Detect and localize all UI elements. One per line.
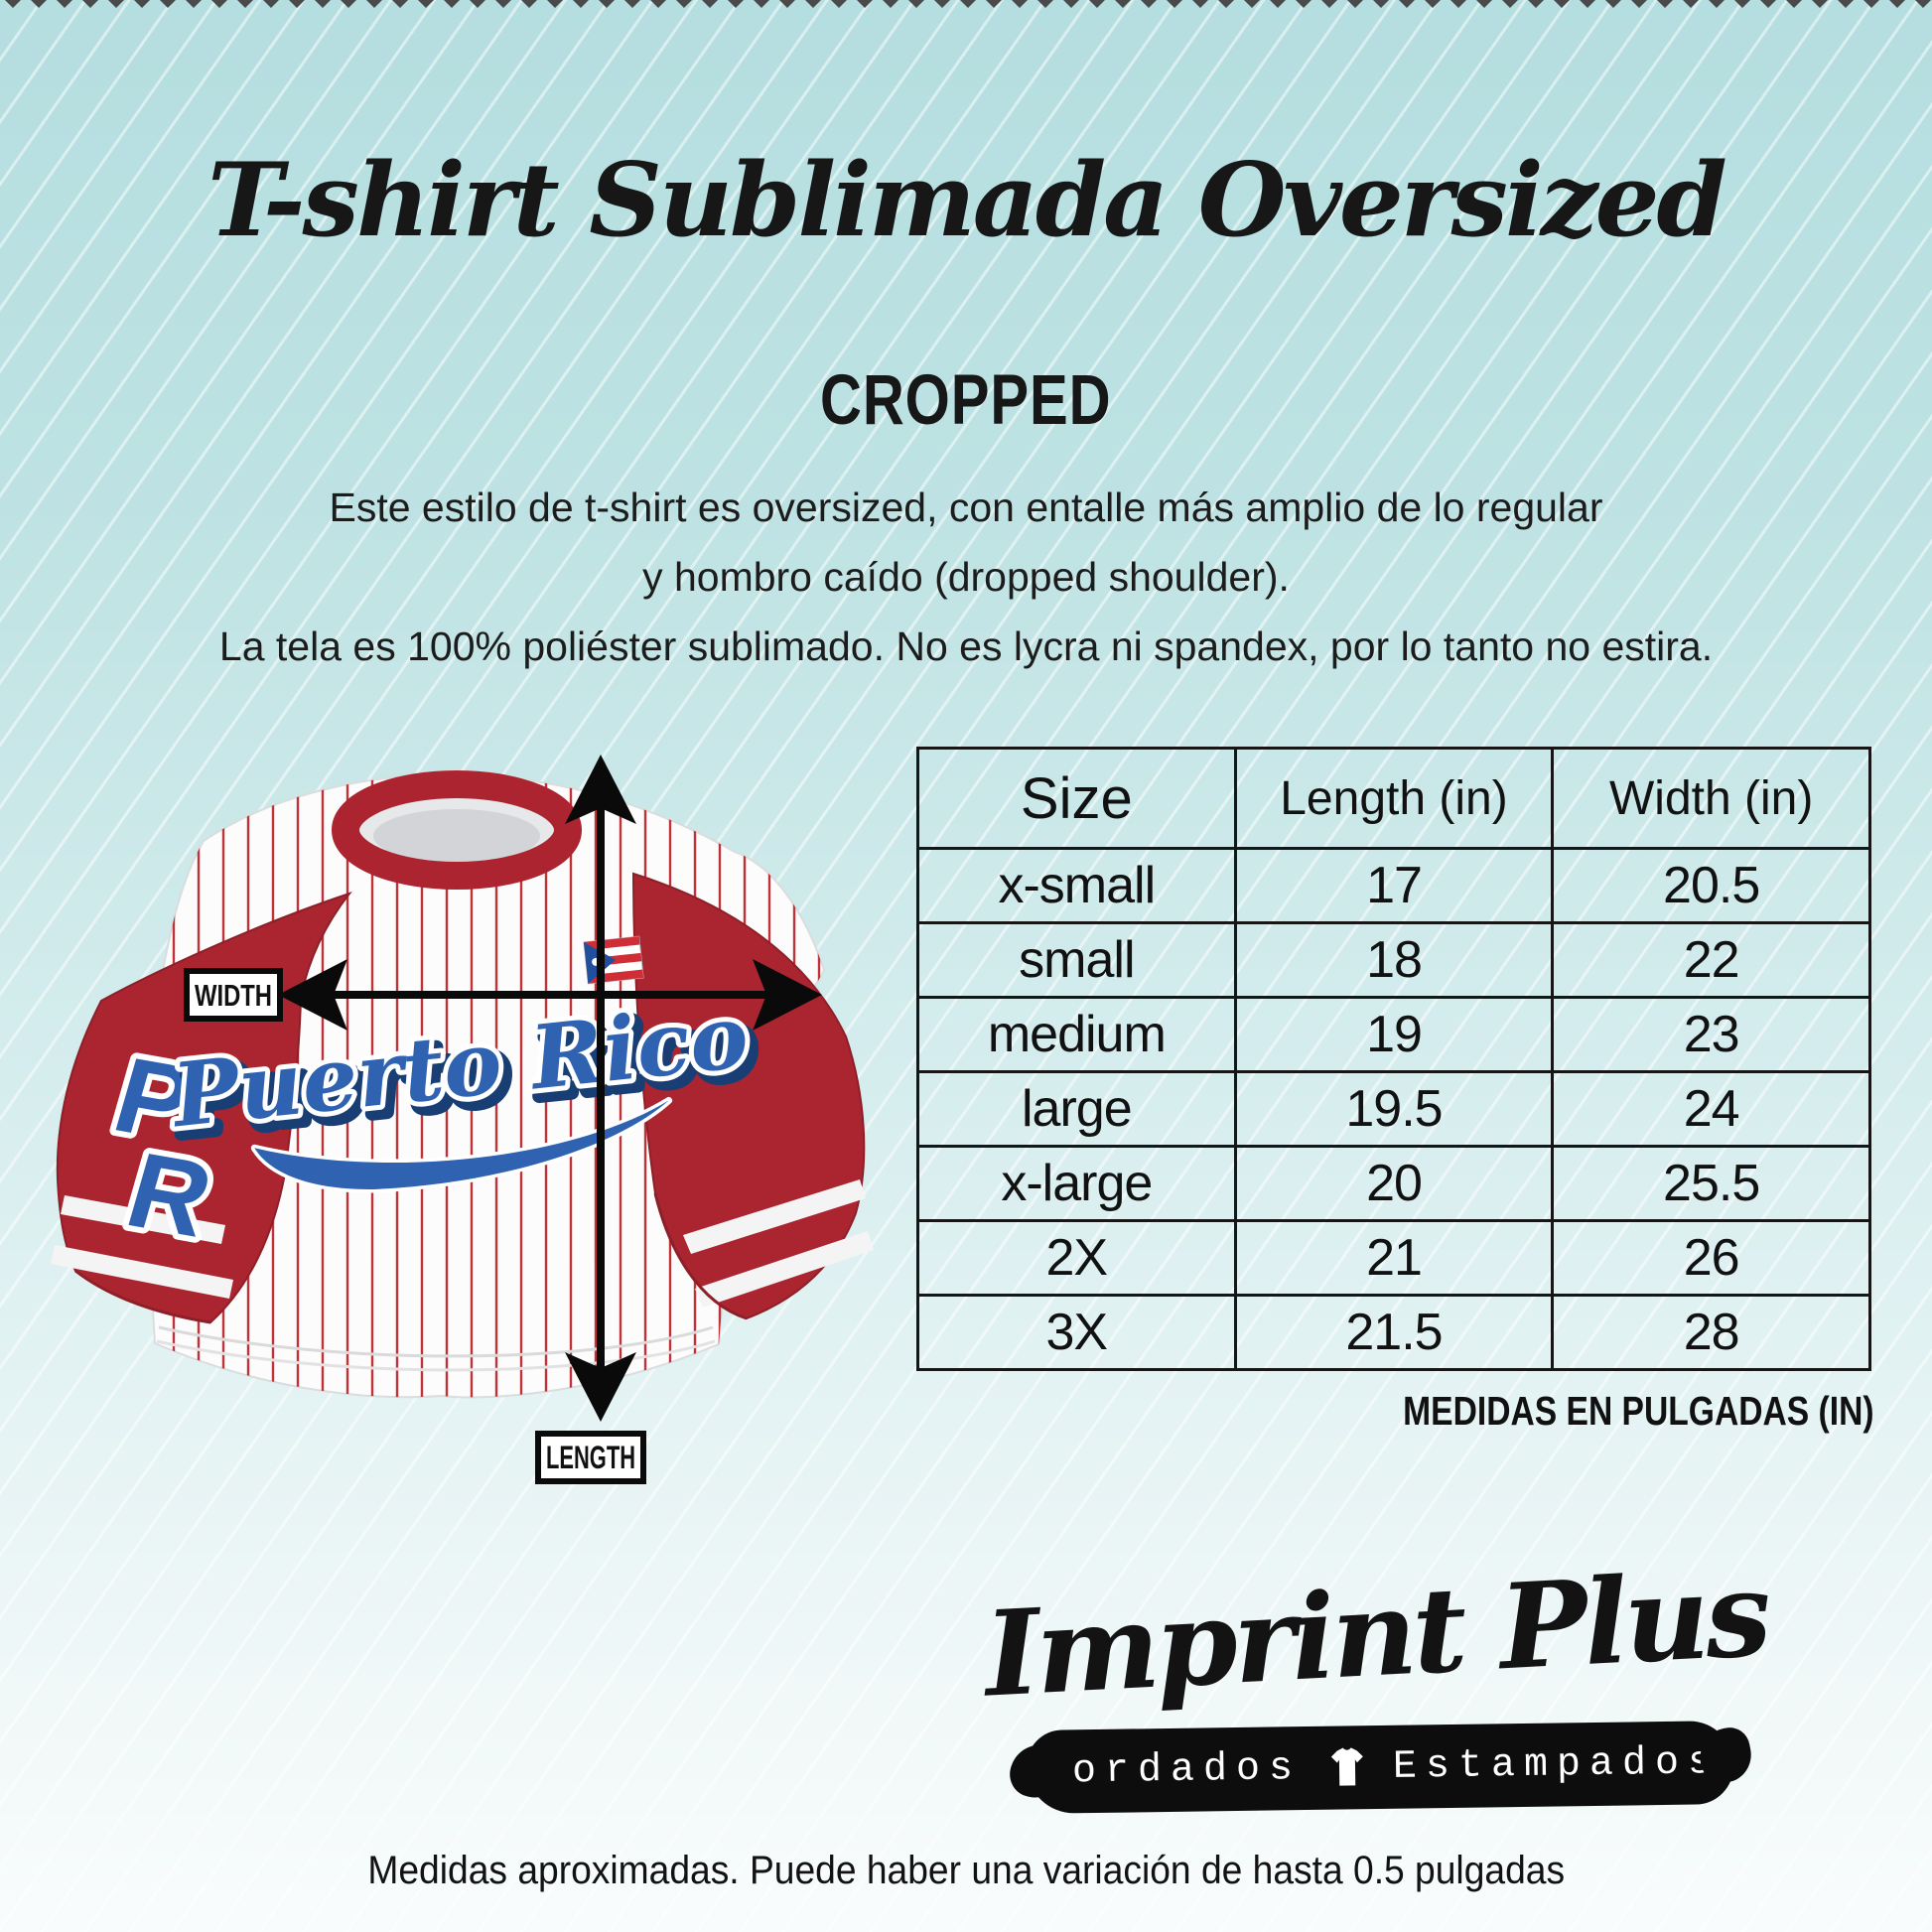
cell-width: 22	[1551, 921, 1871, 999]
cell-size: large	[916, 1070, 1237, 1148]
cell-size: x-small	[916, 847, 1237, 924]
page-subtitle: CROPPED	[0, 359, 1932, 439]
table-row: x-large 20 25.5	[916, 1145, 1871, 1222]
brand-logo-script: Imprint Plus	[981, 1544, 1771, 1724]
right-cuff-stripe	[683, 1179, 866, 1254]
description-line: y hombro caído (dropped shoulder).	[642, 554, 1290, 600]
svg-text:WIDTH: WIDTH	[195, 978, 272, 1013]
cell-width: 24	[1551, 1070, 1871, 1148]
sawtooth-top-border	[0, 0, 1932, 10]
cell-length: 19	[1233, 996, 1555, 1073]
cell-width: 26	[1551, 1219, 1871, 1297]
brand-banner: Bordados Estampados	[1026, 1721, 1734, 1814]
page-title: T-shirt Sublimada Oversized	[207, 141, 1727, 260]
cell-width: 20.5	[1551, 847, 1871, 924]
col-header-length: Length (in)	[1233, 747, 1555, 850]
width-label: WIDTH	[184, 968, 283, 1022]
col-header-width: Width (in)	[1551, 747, 1871, 850]
cell-length: 21.5	[1233, 1294, 1555, 1371]
cell-length: 17	[1233, 847, 1555, 924]
collar-band	[332, 770, 582, 890]
units-note: MEDIDAS EN PULGADAS (IN)	[1403, 1388, 1874, 1434]
cell-width: 23	[1551, 996, 1871, 1073]
left-cuff-stripe	[61, 1195, 225, 1244]
banner-word-bordados: Bordados	[1038, 1745, 1303, 1795]
table-row: large 19.5 24	[916, 1070, 1871, 1148]
cell-width: 25.5	[1551, 1145, 1871, 1222]
cell-size: 3X	[916, 1294, 1237, 1371]
left-cuff-stripe	[51, 1245, 233, 1299]
cropped-jersey-illustration: P R Puerto R	[51, 755, 874, 1484]
puerto-rico-flag	[583, 935, 644, 985]
length-label: LENGTH	[535, 1431, 646, 1484]
disclaimer-text: Medidas aproximadas. Puede haber una var…	[367, 1849, 1565, 1892]
table-row: 2X 21 26	[916, 1219, 1871, 1297]
col-header-size: Size	[916, 747, 1237, 850]
cell-length: 18	[1233, 921, 1555, 999]
tshirt-icon	[1330, 1747, 1363, 1786]
size-table-header-row: Size Length (in) Width (in)	[916, 747, 1871, 850]
table-row: small 18 22	[916, 921, 1871, 999]
right-cuff-stripe	[695, 1231, 874, 1308]
banner-word-estampados: Estampados	[1392, 1739, 1722, 1790]
description-line: Este estilo de t-shirt es oversized, con…	[329, 484, 1603, 530]
description-line: La tela es 100% poliéster sublimado. No …	[218, 623, 1714, 669]
svg-text:LENGTH: LENGTH	[546, 1440, 635, 1475]
shirt-graphic: P R Puerto R	[40, 747, 894, 1501]
cell-length: 20	[1233, 1145, 1555, 1222]
cell-length: 21	[1233, 1219, 1555, 1297]
cell-width: 28	[1551, 1294, 1871, 1371]
size-table: Size Length (in) Width (in) x-small 17 2…	[916, 747, 1871, 1371]
table-row: x-small 17 20.5	[916, 847, 1871, 924]
cell-size: x-large	[916, 1145, 1237, 1222]
collar-inside-shadow	[373, 809, 540, 863]
page-subtitle-text: CROPPED	[820, 359, 1112, 439]
disclaimer: Medidas aproximadas. Puede haber una var…	[0, 1849, 1932, 1893]
table-row: medium 19 23	[916, 996, 1871, 1073]
description: Este estilo de t-shirt es oversized, con…	[0, 473, 1932, 681]
cell-size: small	[916, 921, 1237, 999]
table-row: 3X 21.5 28	[916, 1294, 1871, 1371]
width-arrow	[278, 959, 822, 1031]
cell-length: 19.5	[1233, 1070, 1555, 1148]
cell-size: medium	[916, 996, 1237, 1073]
length-arrow	[565, 755, 636, 1422]
cell-size: 2X	[916, 1219, 1237, 1297]
